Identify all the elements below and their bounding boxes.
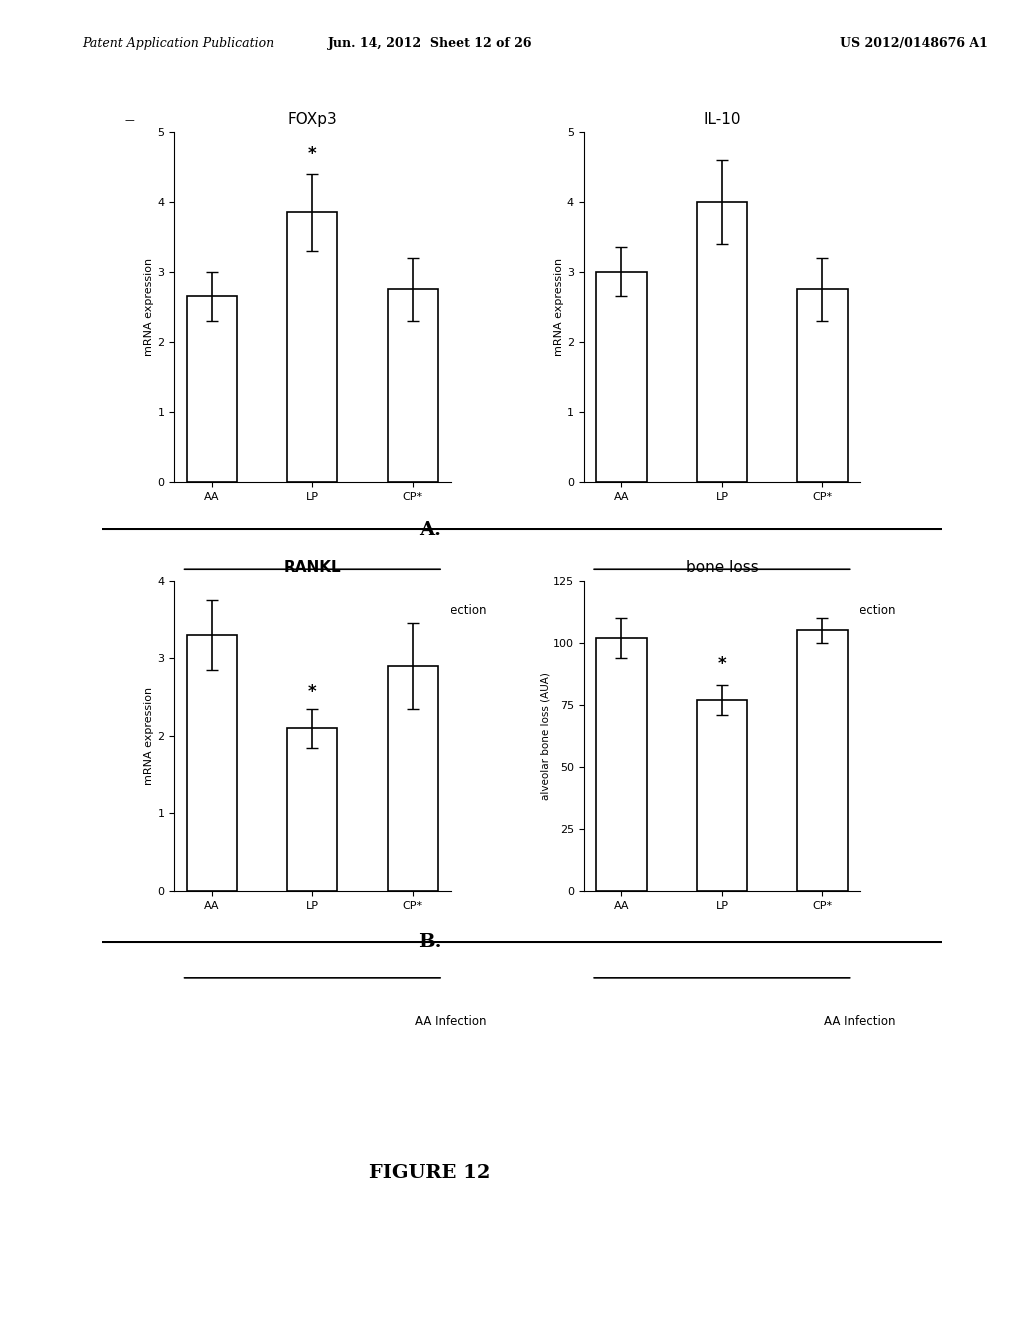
Text: AA Infection: AA Infection — [824, 605, 896, 618]
Title: FOXp3: FOXp3 — [288, 112, 337, 127]
Text: AA Infection: AA Infection — [415, 605, 486, 618]
Bar — [798, 289, 848, 482]
Text: B.: B. — [419, 933, 441, 952]
Bar — [287, 729, 338, 891]
Bar — [696, 202, 748, 482]
Bar — [186, 297, 237, 482]
Bar — [388, 289, 438, 482]
Y-axis label: mRNA expression: mRNA expression — [144, 686, 155, 785]
Text: *: * — [308, 682, 316, 701]
Title: bone loss: bone loss — [685, 561, 759, 576]
Text: —: — — [125, 115, 135, 125]
Bar — [596, 638, 646, 891]
Bar — [696, 700, 748, 891]
Bar — [287, 213, 338, 482]
Y-axis label: mRNA expression: mRNA expression — [554, 257, 564, 356]
Bar — [186, 635, 237, 891]
Bar — [798, 631, 848, 891]
Text: A.: A. — [419, 521, 441, 540]
Text: AA Infection: AA Infection — [415, 1015, 486, 1028]
Text: Patent Application Publication: Patent Application Publication — [82, 37, 274, 50]
Bar — [388, 667, 438, 891]
Text: AA Infection: AA Infection — [824, 1015, 896, 1028]
Text: Jun. 14, 2012  Sheet 12 of 26: Jun. 14, 2012 Sheet 12 of 26 — [328, 37, 532, 50]
Y-axis label: mRNA expression: mRNA expression — [144, 257, 155, 356]
Title: RANKL: RANKL — [284, 561, 341, 576]
Text: *: * — [308, 145, 316, 164]
Text: *: * — [718, 655, 726, 673]
Text: FIGURE 12: FIGURE 12 — [370, 1164, 490, 1183]
Title: IL-10: IL-10 — [703, 112, 740, 127]
Text: US 2012/0148676 A1: US 2012/0148676 A1 — [840, 37, 987, 50]
Y-axis label: alveolar bone loss (AUA): alveolar bone loss (AUA) — [540, 672, 550, 800]
Bar — [596, 272, 646, 482]
